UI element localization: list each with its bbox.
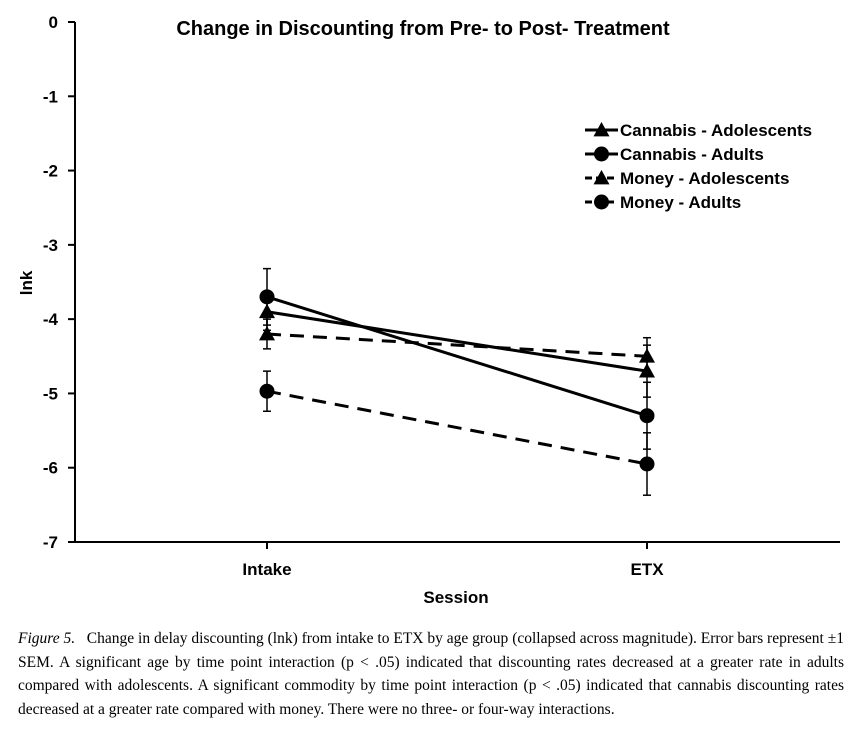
chart-title: Change in Discounting from Pre- to Post-…	[176, 18, 670, 40]
data-point	[259, 289, 275, 305]
legend-marker	[593, 122, 610, 137]
series-line	[266, 295, 648, 418]
legend-item: Money - Adolescents	[585, 169, 789, 188]
figure-caption: Figure 5. Change in delay discounting (l…	[18, 627, 844, 721]
axes	[74, 22, 840, 543]
series-money-adolescents	[259, 318, 655, 376]
legend-marker	[594, 146, 609, 162]
legend-label: Money - Adults	[620, 193, 741, 212]
caption-label: Figure 5.	[18, 630, 76, 647]
legend-item: Cannabis - Adolescents	[585, 121, 812, 140]
legend-label: Cannabis - Adolescents	[620, 121, 812, 140]
data-point	[259, 383, 275, 399]
y-tick-label: 0	[49, 13, 58, 32]
chart: Change in Discounting from Pre- to Post-…	[17, 13, 840, 607]
y-axis-title: lnk	[17, 270, 36, 295]
y-tick-label: -7	[43, 533, 58, 552]
caption-text: Change in delay discounting (lnk) from i…	[18, 630, 844, 718]
series-line	[266, 310, 648, 373]
x-tick-label: ETX	[630, 560, 664, 579]
legend-marker	[594, 194, 609, 210]
x-axis-title: Session	[423, 588, 488, 607]
series-money-adults	[259, 370, 655, 496]
series-cannabis-adults	[259, 267, 655, 450]
y-tick-label: -4	[43, 310, 59, 329]
series-layer	[259, 267, 655, 496]
y-tick-label: -5	[43, 384, 58, 403]
legend-label: Cannabis - Adults	[620, 145, 764, 164]
legend-marker	[593, 170, 610, 185]
legend-item: Money - Adults	[585, 193, 741, 212]
x-tick-label: Intake	[242, 560, 291, 579]
data-point	[259, 326, 275, 341]
data-point	[639, 456, 655, 472]
legend-label: Money - Adolescents	[620, 169, 789, 188]
y-tick-label: -3	[43, 236, 58, 255]
y-tick-label: -2	[43, 162, 58, 181]
series-line	[266, 332, 648, 358]
y-tick-label: -1	[43, 87, 58, 106]
x-axis-ticks: Intake ETX	[242, 542, 664, 579]
y-tick-label: -6	[43, 459, 58, 478]
legend: Cannabis - Adolescents Cannabis - Adults M…	[585, 121, 812, 212]
data-point	[639, 348, 655, 363]
y-axis-ticks: 0 -1 -2 -3 -4 -5 -6 -7	[43, 13, 75, 552]
legend-item: Cannabis - Adults	[585, 145, 764, 164]
data-point	[639, 408, 655, 424]
series-line	[266, 389, 648, 466]
